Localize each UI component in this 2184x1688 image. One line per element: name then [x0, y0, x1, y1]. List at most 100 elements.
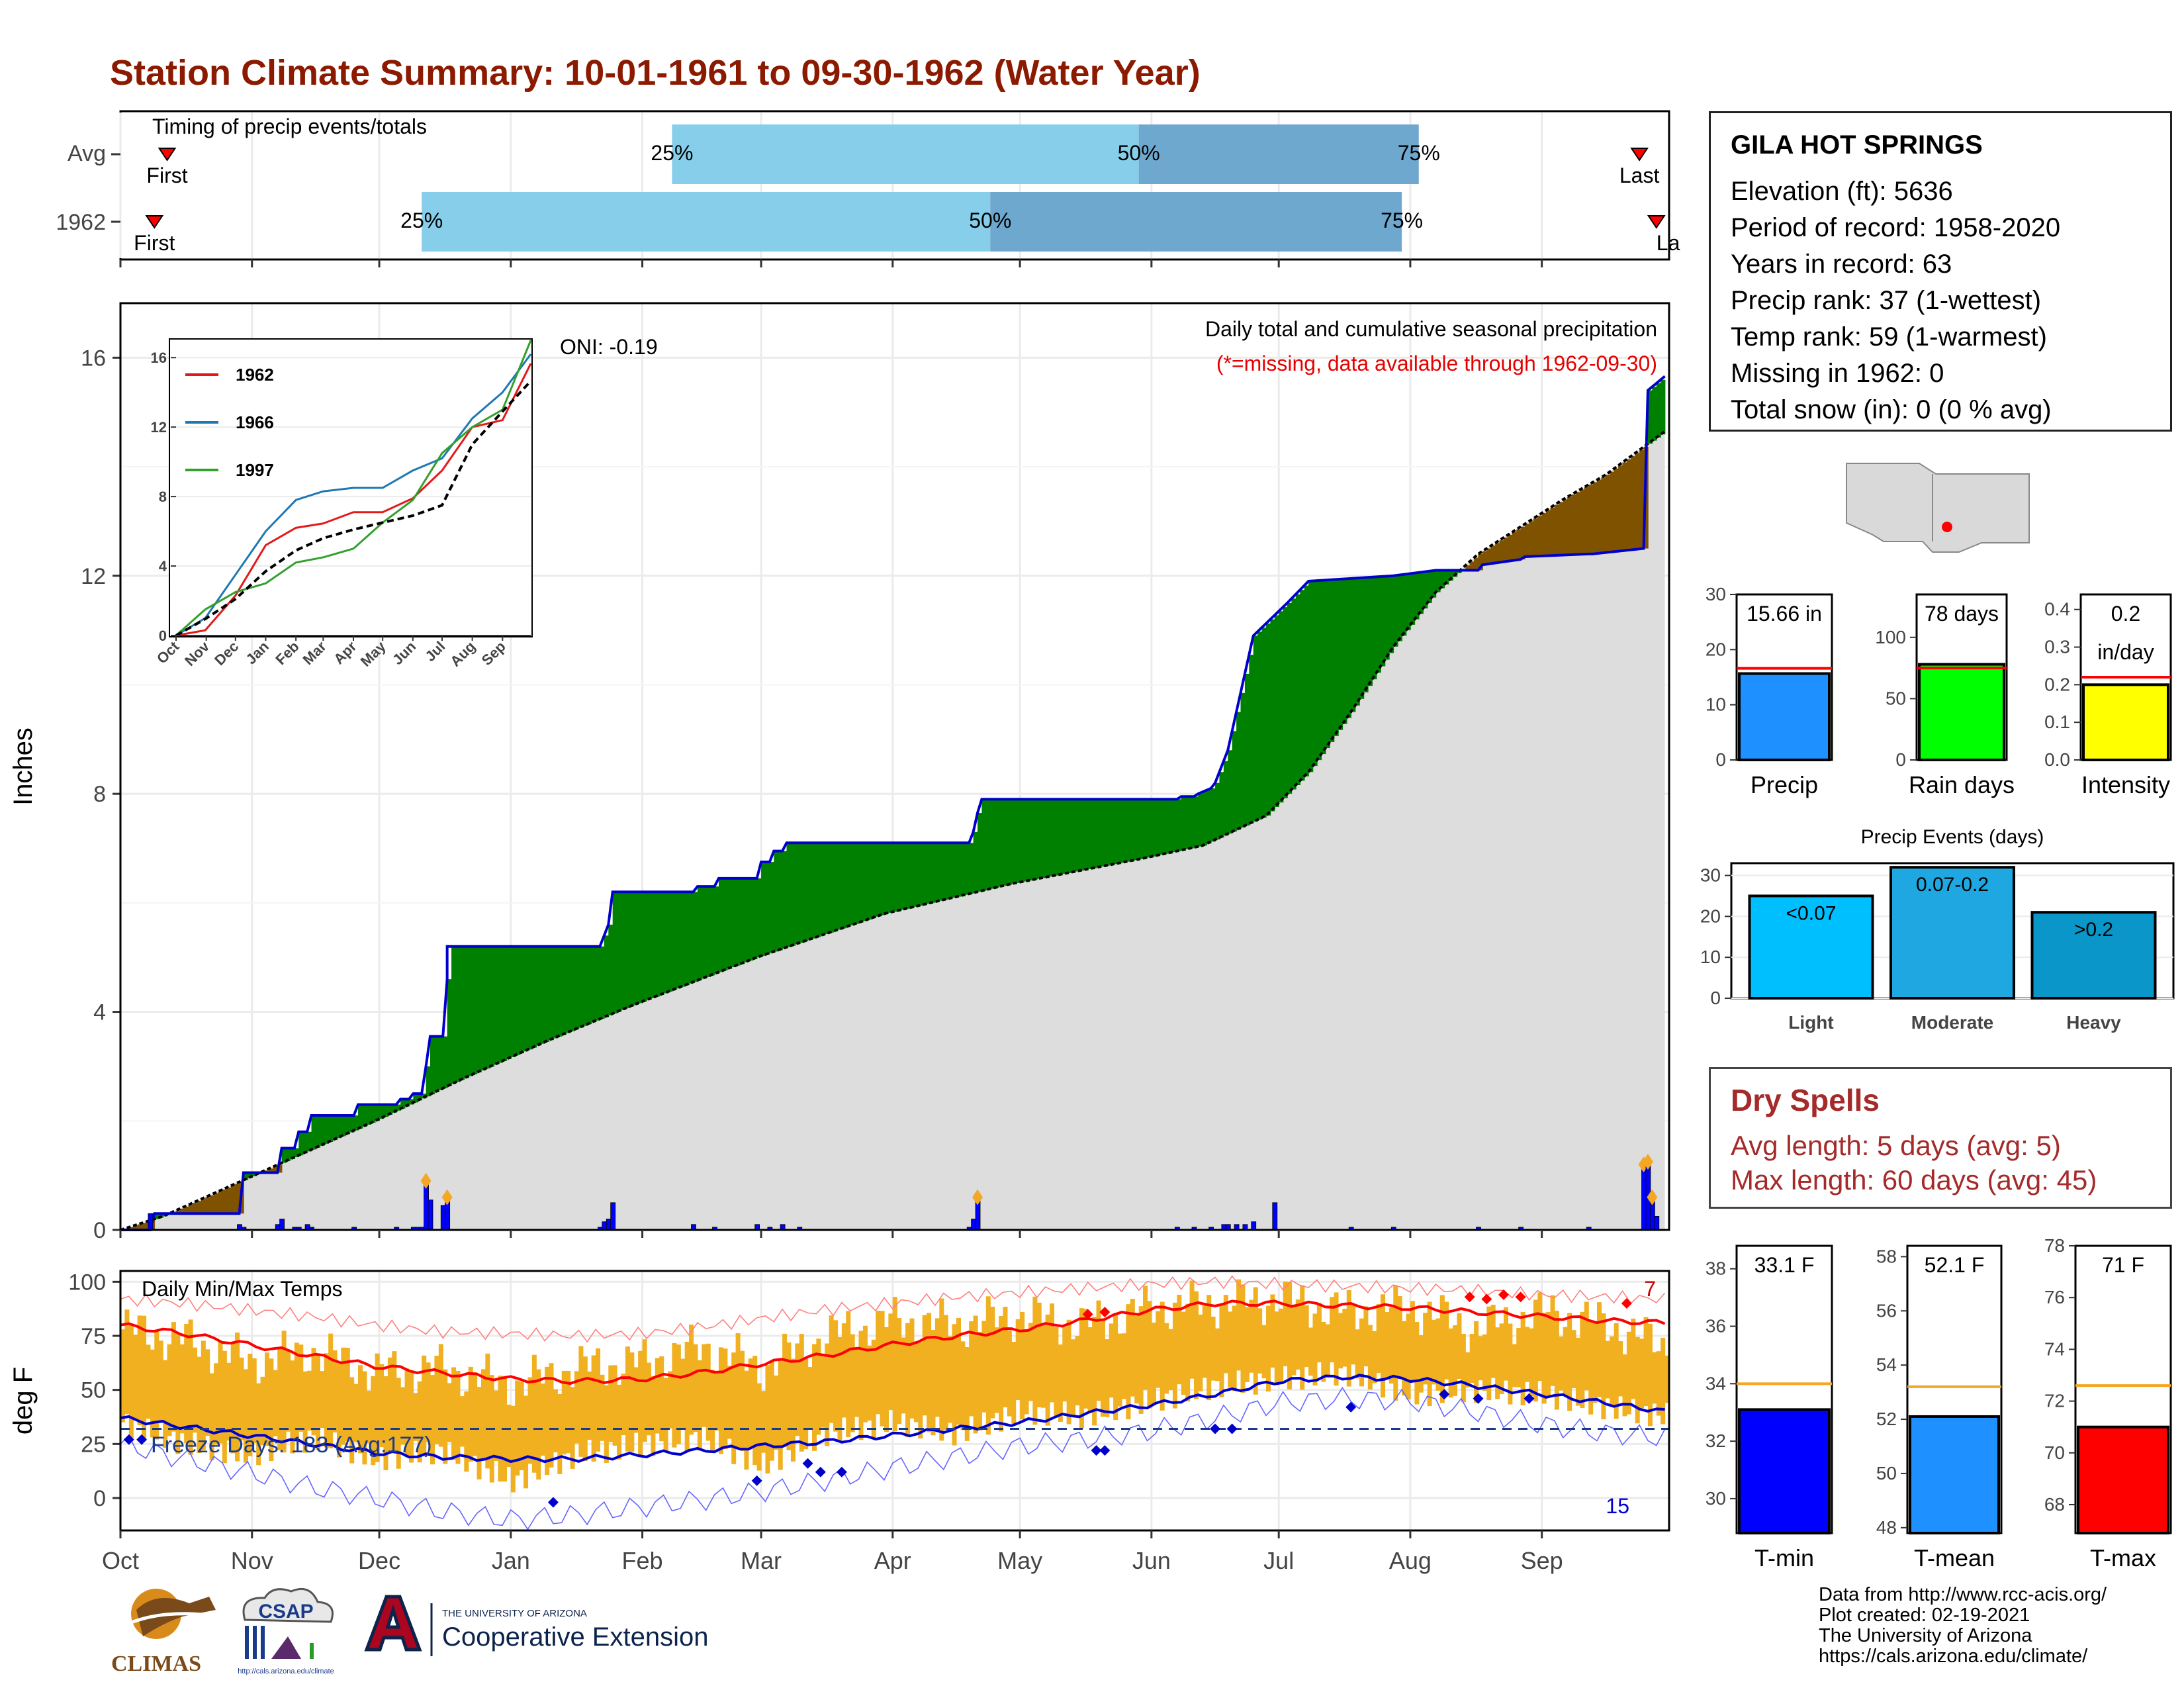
above-average-area: [1406, 574, 1411, 631]
above-average-area: [1402, 575, 1407, 636]
daily-temp-bar: [1338, 1313, 1343, 1369]
precip-total-category-label: Precip: [1751, 771, 1818, 798]
above-average-area: [1147, 799, 1152, 858]
above-average-area: [761, 862, 766, 957]
cooperative-extension-text: Cooperative Extension: [442, 1622, 708, 1652]
daily-temp-bar: [1597, 1302, 1602, 1397]
record-high-marker: [1082, 1309, 1093, 1320]
record-high-marker: [1481, 1293, 1492, 1305]
daily-temp-bar: [1605, 1340, 1610, 1399]
dry-spells-box: Dry Spells Avg length: 5 days (avg: 5) M…: [1709, 1067, 2172, 1209]
footer-line: https://cals.arizona.edu/climate/: [1819, 1646, 2088, 1667]
above-average-area: [570, 946, 575, 1031]
record-low-marker: [1226, 1423, 1238, 1434]
above-average-area: [621, 892, 626, 1010]
daily-temp-bar: [137, 1315, 142, 1426]
below-average-area: [1465, 565, 1471, 571]
daily-temp-bar: [1109, 1323, 1114, 1398]
above-average-area: [502, 946, 508, 1061]
above-average-area: [990, 799, 995, 889]
events-bar: [1748, 894, 1874, 1000]
daily-temp-bar: [485, 1353, 490, 1469]
daily-temp-bar: [362, 1371, 367, 1465]
daily-temp-bar: [973, 1315, 978, 1434]
tmean-tick-label: 56: [1876, 1300, 1897, 1321]
below-average-area: [1597, 479, 1602, 554]
daily-temp-bar: [290, 1360, 295, 1454]
daily-temp-bar: [1058, 1344, 1063, 1422]
daily-temp-bar: [1363, 1306, 1369, 1367]
daily-temp-bar: [1219, 1305, 1224, 1397]
daily-temp-bar: [438, 1344, 443, 1447]
above-average-area: [510, 946, 516, 1057]
precip-total-tick-label: 30: [1706, 584, 1726, 604]
timing-p25-label: 25%: [651, 141, 693, 165]
daily-temp-bar: [735, 1333, 741, 1448]
daily-temp-bar: [443, 1369, 448, 1464]
above-average-area: [1652, 387, 1657, 441]
daily-temp-bar: [621, 1374, 626, 1436]
daily-temp-bar: [163, 1360, 168, 1448]
above-average-area: [243, 1172, 249, 1180]
daily-temp-bar: [710, 1370, 715, 1450]
daily-temp-bar: [756, 1383, 762, 1471]
above-average-area: [981, 799, 987, 891]
above-average-area: [1414, 573, 1420, 620]
record-high-marker: [1464, 1291, 1475, 1303]
tmax-tick-label: 68: [2044, 1494, 2065, 1515]
daily-temp-bar: [1249, 1299, 1254, 1373]
daily-temp-bar: [494, 1390, 499, 1462]
daily-temp-bar: [222, 1350, 227, 1464]
above-average-area: [850, 843, 855, 925]
above-average-area: [752, 878, 758, 959]
record-low-marker: [802, 1458, 813, 1469]
above-average-area: [1249, 655, 1254, 824]
events-bar: [2030, 911, 2157, 1000]
daily-temp-bar: [718, 1347, 723, 1454]
above-average-area: [1240, 692, 1246, 828]
above-average-area: [1041, 799, 1046, 878]
below-average-area: [235, 1184, 240, 1214]
above-average-area: [684, 892, 690, 986]
above-average-area: [375, 1104, 380, 1121]
daily-temp-bar: [447, 1383, 452, 1442]
daily-temp-bar: [260, 1376, 265, 1446]
precip-total-tick-label: 10: [1706, 694, 1726, 715]
first-event-label: First: [146, 164, 187, 187]
daily-temp-bar: [629, 1352, 635, 1452]
daily-temp-bar: [782, 1333, 788, 1447]
daily-temp-bar: [659, 1356, 664, 1442]
above-average-area: [286, 1148, 291, 1161]
above-average-area: [1439, 570, 1445, 588]
above-average-area: [999, 799, 1004, 887]
above-average-area: [663, 892, 668, 994]
below-average-area: [1639, 449, 1645, 549]
above-average-area: [1393, 575, 1398, 647]
above-average-area: [825, 843, 830, 935]
below-average-area: [1525, 524, 1530, 557]
daily-temp-bar: [1126, 1304, 1131, 1420]
daily-temp-bar: [1367, 1325, 1373, 1390]
daily-temp-bar: [1388, 1307, 1394, 1384]
above-average-area: [811, 843, 817, 939]
daily-temp-bar: [243, 1369, 248, 1463]
daily-temp-bar: [1571, 1330, 1576, 1389]
above-average-area: [969, 843, 974, 894]
above-average-area: [1376, 577, 1381, 673]
daily-temp-bar: [1439, 1295, 1445, 1403]
csap-url: http://cals.arizona.edu/climate: [238, 1667, 334, 1675]
record-low-marker: [547, 1497, 559, 1508]
daily-temp-bar: [714, 1372, 719, 1431]
above-average-area: [1202, 792, 1208, 846]
daily-temp-bar: [281, 1331, 287, 1453]
daily-temp-bar: [1168, 1329, 1173, 1391]
daily-temp-bar: [286, 1349, 291, 1432]
precip-total-tick-label: 0: [1715, 749, 1726, 770]
daily-precip-bar: [440, 1205, 446, 1231]
above-average-area: [1143, 799, 1148, 859]
freeze-days-label: Freeze Days: 183 (Avg:177): [151, 1432, 432, 1458]
intensity-tick-label: 0.4: [2044, 599, 2070, 620]
daily-temp-bar: [1121, 1333, 1126, 1399]
above-average-area: [1427, 571, 1432, 603]
daily-temp-bar: [1490, 1304, 1496, 1378]
